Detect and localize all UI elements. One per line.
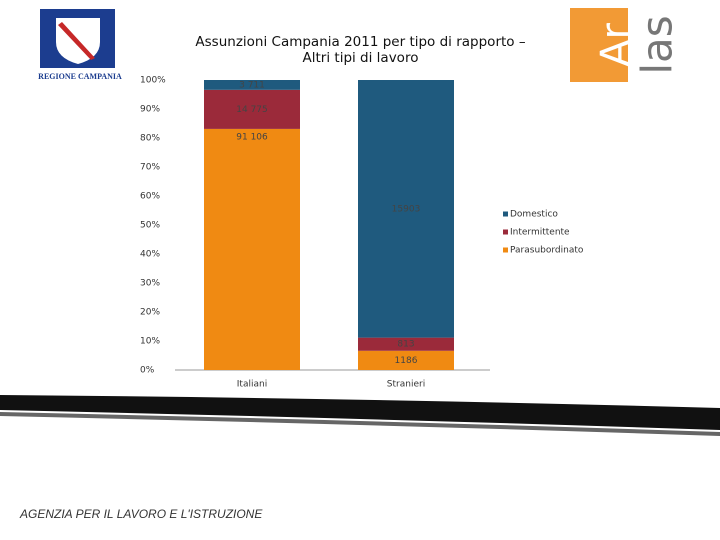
y-tick-label: 0% bbox=[140, 366, 155, 376]
y-tick-label: 30% bbox=[140, 279, 160, 289]
left-logo-text: REGIONE CAMPANIA bbox=[38, 72, 122, 81]
right-logo-box bbox=[570, 8, 628, 82]
data-label: 91 106 bbox=[236, 132, 268, 142]
bar-segment bbox=[204, 80, 300, 90]
y-tick-label: 40% bbox=[140, 250, 160, 260]
y-tick-label: 80% bbox=[140, 134, 160, 144]
left-logo-band bbox=[58, 22, 95, 60]
bar-segment bbox=[204, 89, 300, 129]
y-tick-label: 10% bbox=[140, 337, 160, 347]
x-tick-label: Italiani bbox=[237, 380, 267, 390]
decor-band bbox=[0, 412, 720, 436]
legend-label: Parasubordinato bbox=[510, 246, 584, 256]
data-label: 3 711 bbox=[239, 80, 265, 90]
bar-segment bbox=[358, 350, 454, 370]
footer-text: AGENZIA PER IL LAVORO E L'ISTRUZIONE bbox=[20, 507, 263, 521]
legend-label: Domestico bbox=[510, 210, 558, 220]
y-tick-label: 20% bbox=[140, 308, 160, 318]
data-label: 1186 bbox=[395, 356, 418, 366]
right-logo-text: Ar bbox=[593, 23, 639, 67]
data-label: 15903 bbox=[392, 204, 421, 214]
bar-segment bbox=[358, 337, 454, 351]
decor-band bbox=[0, 395, 720, 430]
right-logo-text: las bbox=[633, 15, 682, 74]
chart-title: Assunzioni Campania 2011 per tipo di rap… bbox=[195, 34, 526, 66]
legend-label: Intermittente bbox=[510, 228, 570, 238]
y-tick-label: 50% bbox=[140, 221, 160, 231]
legend-swatch bbox=[503, 247, 508, 253]
y-tick-label: 90% bbox=[140, 105, 160, 115]
y-tick-label: 70% bbox=[140, 163, 160, 173]
data-label: 813 bbox=[397, 340, 414, 350]
data-label: 14 775 bbox=[236, 105, 268, 115]
legend-swatch bbox=[503, 229, 508, 235]
y-tick-label: 60% bbox=[140, 192, 160, 202]
y-tick-label: 100% bbox=[140, 76, 166, 86]
legend-swatch bbox=[503, 211, 508, 217]
bar-segment bbox=[204, 128, 300, 370]
x-tick-label: Stranieri bbox=[387, 380, 425, 390]
bar-segment bbox=[358, 80, 454, 338]
